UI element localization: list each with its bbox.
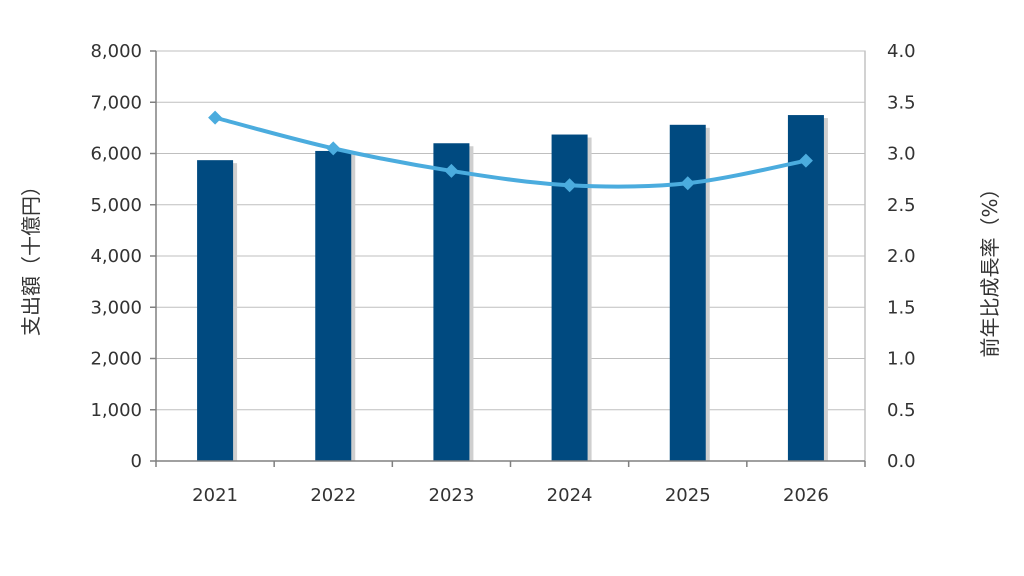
line-marker (208, 110, 223, 125)
x-axis-ticks: 2021 2022 2023 2024 2025 2026 (155, 461, 866, 506)
left-axis-ticks: 0 1,000 2,000 3,000 4,000 5,000 6,000 7,000 8,00… (90, 41, 156, 472)
left-tick-label: 7,000 (90, 92, 142, 113)
right-tick-label: 2.0 (887, 246, 916, 267)
left-axis-label: 支出額（十億円） (19, 176, 43, 336)
line-series (208, 110, 813, 193)
bar (315, 150, 352, 461)
left-tick-label: 6,000 (90, 144, 142, 165)
left-tick-label: 2,000 (90, 349, 142, 370)
x-tick-label: 2025 (665, 485, 711, 506)
x-tick-label: 2024 (547, 485, 593, 506)
left-tick-label: 3,000 (90, 297, 142, 318)
growth-line (213, 115, 808, 189)
x-tick-label: 2023 (429, 485, 475, 506)
left-tick-label: 0 (131, 451, 142, 472)
bar (433, 143, 470, 461)
right-tick-label: 0.5 (887, 400, 916, 421)
left-tick-label: 8,000 (90, 41, 142, 62)
x-tick-label: 2022 (310, 485, 356, 506)
line-marker (562, 178, 577, 193)
bar (197, 160, 234, 461)
left-tick-label: 4,000 (90, 246, 142, 267)
right-tick-label: 1.0 (887, 349, 916, 370)
line-marker (798, 153, 813, 168)
right-axis-ticks: 0.0 0.5 1.0 1.5 2.0 2.5 3.0 3.5 4.0 (887, 41, 916, 472)
left-tick-label: 1,000 (90, 400, 142, 421)
right-tick-label: 3.5 (887, 92, 916, 113)
right-tick-label: 0.0 (887, 451, 916, 472)
right-axis-label: 前年比成長率（%） (978, 178, 1002, 357)
bar (787, 115, 824, 461)
line-marker (444, 163, 459, 178)
gridlines (156, 50, 865, 411)
x-tick-label: 2021 (192, 485, 238, 506)
right-tick-label: 1.5 (887, 297, 916, 318)
bar-series (197, 115, 828, 462)
bar (669, 124, 706, 462)
x-tick-label: 2026 (783, 485, 829, 506)
right-tick-label: 4.0 (887, 41, 916, 62)
right-tick-label: 2.5 (887, 195, 916, 216)
line-marker (326, 141, 341, 156)
left-tick-label: 5,000 (90, 195, 142, 216)
right-tick-label: 3.0 (887, 144, 916, 165)
line-marker (680, 176, 695, 191)
